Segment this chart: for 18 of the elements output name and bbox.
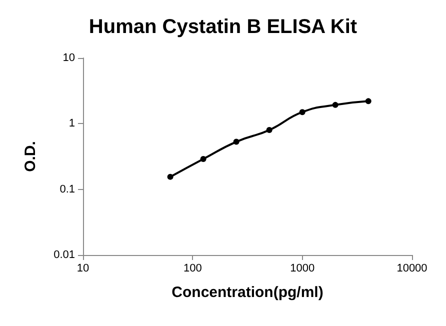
- point: [365, 98, 372, 104]
- point: [332, 102, 338, 108]
- x-axis-title: Concentration(pg/ml): [172, 284, 324, 301]
- x-tick-label: 10: [76, 262, 90, 274]
- y-tick-label: 1: [68, 118, 75, 130]
- x-tick-label: 10000: [396, 262, 428, 274]
- point: [233, 138, 240, 145]
- point: [200, 156, 206, 162]
- y-tick-label: 0.01: [54, 249, 75, 261]
- y-tick-label: 10: [62, 52, 75, 64]
- x-tick-label: 100: [183, 262, 202, 274]
- y-axis-title: O.D.: [22, 141, 39, 172]
- point: [167, 174, 174, 180]
- point: [266, 127, 272, 134]
- point: [299, 109, 306, 116]
- chart-title: Human Cystatin B ELISA Kit: [88, 16, 358, 38]
- x-tick-label: 1000: [290, 262, 315, 274]
- y-tick-label: 0.1: [60, 183, 75, 196]
